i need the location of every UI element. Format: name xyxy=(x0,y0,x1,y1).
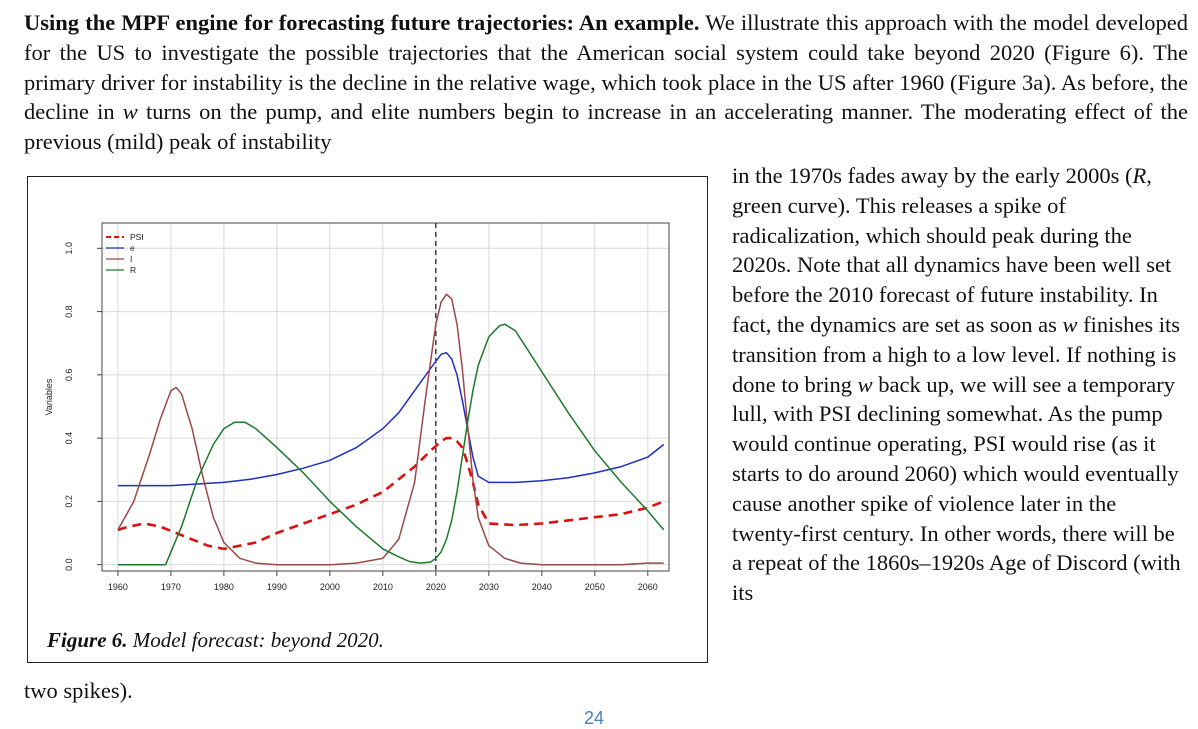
side-text: , green curve). This releases a spike of… xyxy=(732,163,1172,337)
x-tick-label: 2000 xyxy=(320,582,340,592)
legend-label-i: I xyxy=(130,254,132,264)
series-line-e xyxy=(117,351,665,487)
paragraph-text: We illustrate this approach with the mod… xyxy=(24,10,1188,125)
x-tick-label: 1970 xyxy=(161,582,181,592)
side-text: in the 1970s fades away by the early 200… xyxy=(732,163,1133,188)
y-tick-label: 0.6 xyxy=(64,369,74,382)
variable-w: w xyxy=(1062,311,1078,337)
paragraph-heading: Using the MPF engine for forecasting fut… xyxy=(24,10,700,35)
page-number: 24 xyxy=(584,708,605,728)
series-line-i xyxy=(117,293,664,566)
x-tick-label: 1960 xyxy=(108,582,128,592)
y-axis-label: Variables xyxy=(44,378,54,415)
legend-label-r: R xyxy=(130,265,136,275)
x-tick-label: 2010 xyxy=(373,582,393,592)
plot-frame xyxy=(101,222,670,572)
x-tick-label: 2040 xyxy=(532,582,552,592)
figure-caption-text: Model forecast: beyond 2020. xyxy=(127,628,384,652)
paragraph-tail: two spikes). xyxy=(24,678,133,703)
figure-box: 1960 1970 1980 1990 2000 2010 2020 2030 2040 2050… xyxy=(27,176,708,663)
x-tick-label: 1990 xyxy=(267,582,287,592)
y-tick-label: 0.2 xyxy=(64,495,74,508)
series-line-r xyxy=(117,323,665,566)
x-tick-label: 2030 xyxy=(479,582,499,592)
variable-r: R xyxy=(1132,163,1147,188)
x-tick-label: 1980 xyxy=(214,582,234,592)
side-text: back up, we will see a temporary lull, w… xyxy=(732,371,1181,606)
figure-label: Figure 6. xyxy=(47,628,128,652)
side-paragraph: in the 1970s fades away by the early 200… xyxy=(732,161,1188,608)
y-tick-label: 0.8 xyxy=(64,305,74,318)
y-tick-label: 0.0 xyxy=(64,558,74,571)
variable-w: w xyxy=(122,99,138,125)
legend-label-e: e xyxy=(130,243,135,253)
x-tick-label: 2050 xyxy=(585,582,605,592)
paragraph-text: turns on the pump, and elite numbers beg… xyxy=(24,99,1188,155)
forecast-chart: 1960 1970 1980 1990 2000 2010 2020 2030 2040 2050… xyxy=(44,222,670,592)
y-tick-label: 1.0 xyxy=(64,242,74,255)
body-paragraph: Using the MPF engine for forecasting fut… xyxy=(24,8,1188,157)
side-text: finishes its transition from a high to a… xyxy=(732,311,1181,397)
legend-label-psi: PSI xyxy=(130,232,144,242)
variable-w: w xyxy=(857,371,873,397)
series-line-psi xyxy=(117,436,665,551)
figure-caption: Figure 6. Model forecast: beyond 2020. xyxy=(47,628,384,653)
x-tick-label: 2060 xyxy=(638,582,658,592)
x-tick-label: 2020 xyxy=(426,582,446,592)
y-tick-label: 0.4 xyxy=(64,432,74,445)
